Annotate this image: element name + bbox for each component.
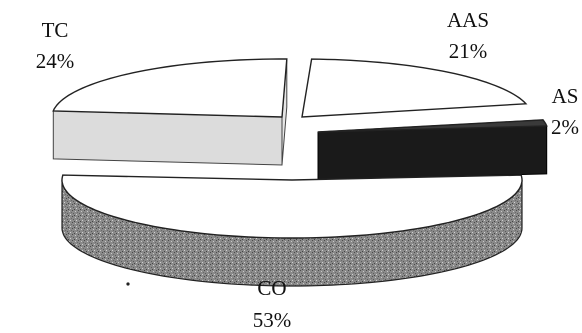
slice-side-wall-as — [317, 125, 548, 181]
slice-value-as: 2% — [551, 115, 579, 139]
slice-label-as: AS — [552, 84, 579, 108]
slice-top-co — [61, 174, 523, 239]
slice-value-aas: 21% — [449, 39, 488, 63]
pie-labels: TC 24% AAS 21% AS 2% CO 53% — [36, 8, 579, 332]
slice-value-tc: 24% — [36, 49, 75, 73]
slice-side-wall-tc — [52, 110, 283, 166]
slice-aas — [301, 58, 528, 118]
slice-label-aas: AAS — [447, 8, 489, 32]
stray-dot — [126, 282, 130, 286]
slice-top-aas — [301, 58, 528, 118]
slice-as — [317, 119, 548, 181]
slice-label-tc: TC — [42, 18, 69, 42]
pie-slices — [52, 58, 548, 287]
slice-top-as — [317, 119, 548, 133]
slice-top-tc — [52, 58, 288, 118]
slice-label-co: CO — [257, 276, 286, 300]
slice-tc — [52, 58, 288, 166]
slice-co — [61, 174, 523, 287]
slice-value-co: 53% — [253, 308, 292, 332]
